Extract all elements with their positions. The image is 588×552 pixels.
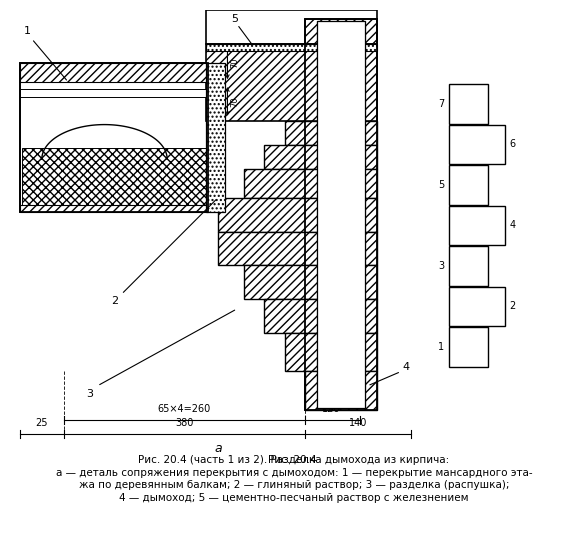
Bar: [285, 333, 377, 371]
Text: 70: 70: [230, 57, 239, 68]
Text: 7: 7: [438, 99, 445, 109]
Bar: [264, 145, 377, 169]
Bar: [305, 19, 377, 410]
Bar: [206, 10, 377, 44]
Text: 1: 1: [24, 26, 31, 36]
Bar: [206, 44, 377, 121]
Text: 120: 120: [322, 404, 341, 414]
Bar: [20, 63, 208, 213]
Bar: [449, 327, 488, 367]
Bar: [218, 232, 377, 266]
Bar: [449, 286, 505, 326]
Bar: [305, 19, 377, 410]
Text: жа по деревянным балкам; 2 — глиняный раствор; 3 — разделка (распушка);: жа по деревянным балкам; 2 — глиняный ра…: [79, 480, 509, 491]
Text: 5: 5: [438, 180, 445, 190]
Text: Рис. 20.4: Рис. 20.4: [268, 455, 320, 465]
Bar: [218, 198, 377, 232]
Text: 1: 1: [438, 342, 445, 352]
Text: 70: 70: [230, 96, 239, 107]
Bar: [317, 22, 365, 408]
Bar: [206, 63, 225, 213]
Bar: [305, 371, 377, 410]
Text: а: а: [214, 442, 222, 455]
Bar: [317, 22, 365, 408]
Text: 3: 3: [438, 261, 445, 271]
Bar: [22, 148, 206, 210]
Text: 4 — дымоход; 5 — цементно-песчаный раствор с железнением: 4 — дымоход; 5 — цементно-песчаный раств…: [119, 493, 469, 503]
Text: 6: 6: [509, 139, 515, 150]
Text: 5: 5: [232, 14, 239, 24]
Text: 2: 2: [111, 296, 118, 306]
Text: а — деталь сопряжения перекрытия с дымоходом: 1 — перекрытие мансардного эта-: а — деталь сопряжения перекрытия с дымох…: [56, 468, 532, 478]
Text: 2: 2: [509, 301, 515, 311]
Text: Рис. 20.4 (часть 1 из 2). Разделка дымохода из кирпича:: Рис. 20.4 (часть 1 из 2). Разделка дымох…: [138, 455, 450, 465]
Bar: [244, 266, 377, 299]
Bar: [449, 165, 488, 205]
Bar: [285, 121, 377, 145]
Bar: [20, 63, 208, 213]
Text: 3: 3: [86, 389, 93, 399]
Bar: [20, 63, 208, 82]
Bar: [20, 205, 208, 213]
Bar: [449, 246, 488, 285]
Bar: [206, 44, 377, 51]
Text: 65×4=260: 65×4=260: [158, 404, 211, 414]
Text: 380: 380: [175, 418, 193, 428]
Bar: [449, 205, 505, 245]
Text: 4: 4: [402, 362, 409, 371]
Bar: [20, 89, 208, 97]
Bar: [244, 169, 377, 198]
Text: 4: 4: [509, 220, 515, 230]
Bar: [449, 84, 488, 124]
Text: 25: 25: [35, 418, 48, 428]
Bar: [264, 299, 377, 333]
Text: 140: 140: [349, 418, 367, 428]
Bar: [449, 125, 505, 164]
